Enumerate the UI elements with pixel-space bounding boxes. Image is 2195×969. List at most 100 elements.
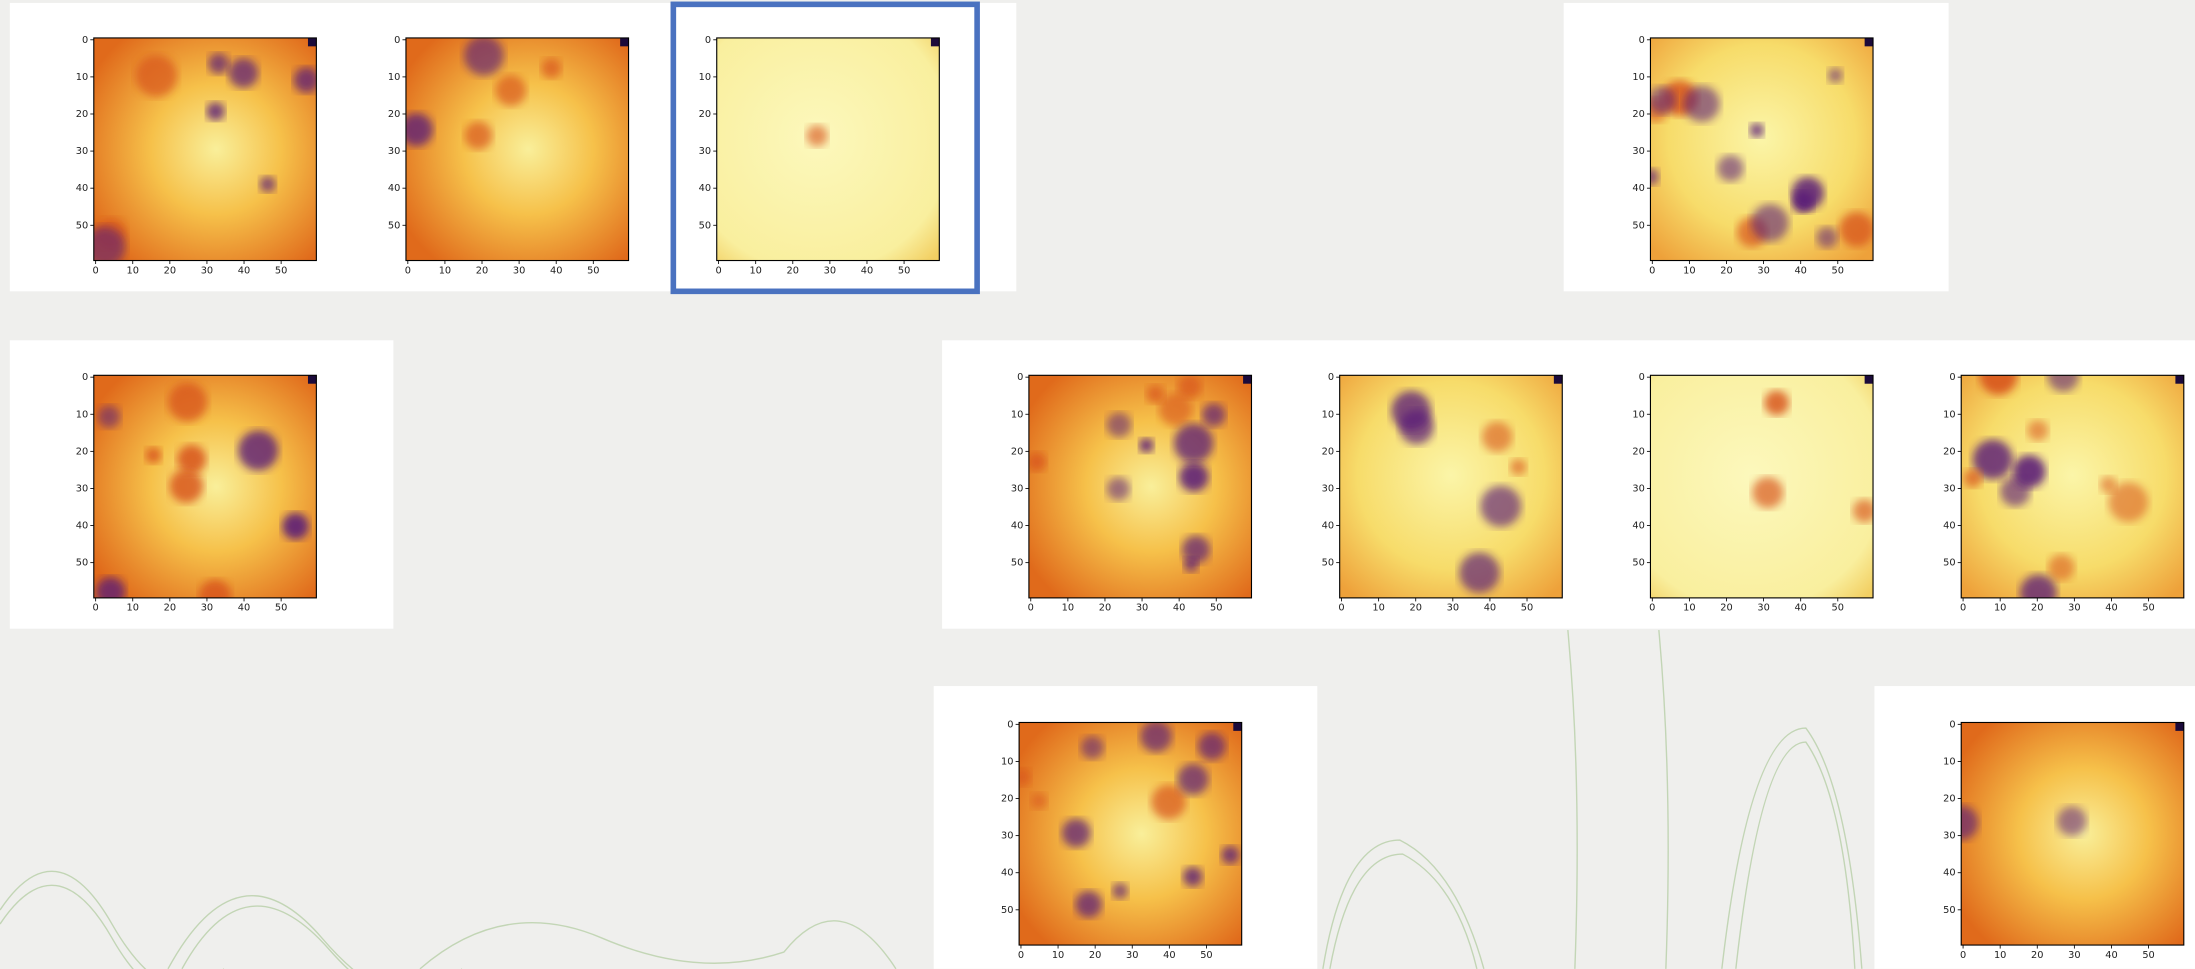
corner [1864, 37, 1874, 47]
heatmap-blob [1139, 438, 1154, 453]
y-tick-label: 10 [76, 409, 88, 420]
y-tick-label: 20 [699, 109, 711, 120]
heatmap-blob [168, 382, 208, 422]
heatmap-blob [1717, 155, 1744, 182]
x-tick-label: 0 [1960, 950, 1966, 961]
y-tick-label: 30 [1943, 831, 1955, 842]
y-tick-label: 20 [1943, 446, 1955, 457]
heatmap-blob [1140, 722, 1172, 753]
x-tick-label: 20 [164, 265, 176, 276]
heatmap-blob [1221, 846, 1240, 865]
heatmap-blob [1182, 866, 1203, 887]
heatmap-blob [1177, 763, 1209, 795]
axes-frame [93, 37, 317, 262]
heatmap-image [1961, 722, 2184, 946]
x-tick-label: 20 [476, 265, 488, 276]
heatmap-blob [1961, 805, 1979, 840]
heatmap-blob [2048, 554, 2075, 581]
heatmap-plot: 0 0 10 10 20 20 30 30 40 40 50 50 [1011, 372, 1253, 614]
x-tick-label: 20 [1089, 950, 1101, 961]
heatmap-blob [1752, 477, 1784, 509]
corner [1233, 722, 1242, 731]
y-tick-label: 50 [1011, 558, 1023, 569]
y-tick-label: 40 [388, 183, 400, 194]
heatmap-blob [2020, 574, 2057, 598]
heatmap-blob [1061, 818, 1091, 848]
heatmap-blob [463, 37, 504, 76]
y-tick-label: 30 [1632, 483, 1644, 494]
x-tick-label: 10 [1683, 603, 1695, 614]
heatmap-base [405, 37, 629, 261]
plots: 0 0 10 10 20 20 30 30 40 40 50 50 0 0 10 10 20 20 30 30 40 40… [76, 35, 2185, 961]
heatmap-plot: 0 0 10 10 20 20 30 30 40 40 50 50 [1632, 35, 1874, 276]
y-tick-label: 50 [699, 220, 711, 231]
x-tick-label: 30 [201, 265, 213, 276]
corner [620, 37, 629, 47]
x-tick-label: 40 [1484, 603, 1496, 614]
heatmap-blob [177, 444, 207, 474]
y-tick-label: 40 [76, 521, 88, 532]
y-tick-label: 40 [699, 183, 711, 194]
y-tick-label: 40 [1943, 868, 1955, 879]
heatmap-blob [1181, 535, 1211, 564]
heatmap-blob [1972, 439, 2013, 480]
x-tick-label: 30 [2068, 603, 2080, 614]
heatmap-blob [1201, 403, 1226, 427]
x-tick-label: 50 [275, 265, 287, 276]
heatmap-plot: 0 0 10 10 20 20 30 30 40 40 50 50 [1632, 372, 1874, 614]
heatmap-blob [806, 125, 828, 147]
y-tick-label: 0 [394, 35, 400, 46]
y-tick-label: 10 [1632, 409, 1644, 420]
axes-frame [1960, 721, 2185, 946]
x-tick-label: 0 [715, 265, 721, 276]
x-tick-label: 20 [2031, 950, 2043, 961]
y-tick-label: 20 [1943, 794, 1955, 805]
x-tick-label: 10 [127, 603, 139, 614]
x-tick-label: 0 [93, 265, 99, 276]
heatmap-blob [1480, 485, 1522, 527]
heatmap-blob [1852, 499, 1874, 523]
corner [307, 37, 317, 47]
heatmap-blob [1963, 469, 1983, 488]
heatmap-blob [1751, 204, 1789, 242]
heatmap-base [93, 375, 317, 598]
y-tick-label: 20 [388, 109, 400, 120]
corner [1864, 375, 1874, 384]
axes-frame [1649, 37, 1874, 262]
x-tick-label: 30 [201, 603, 213, 614]
heatmap-blob [1459, 552, 1500, 593]
y-tick-label: 50 [1001, 905, 1013, 916]
heatmap-image [1961, 375, 2184, 598]
y-tick-label: 0 [1949, 372, 1955, 383]
axes-frame [93, 374, 317, 599]
heatmap-blob [1028, 452, 1047, 472]
x-tick-label: 10 [1683, 265, 1695, 276]
heatmap-blob [1146, 384, 1165, 404]
heatmap-image [405, 37, 629, 261]
axes-frame [1960, 374, 2185, 599]
heatmap-blob [259, 176, 276, 193]
x-tick-label: 30 [2068, 950, 2080, 961]
heatmap-image [1019, 722, 1242, 946]
x-tick-label: 10 [1052, 950, 1064, 961]
x-tick-label: 20 [1720, 603, 1732, 614]
heatmap-blob [1159, 393, 1193, 427]
heatmap-blob [1391, 390, 1431, 431]
heatmap-blob [1173, 423, 1214, 463]
y-tick-label: 20 [76, 446, 88, 457]
x-tick-label: 20 [1409, 603, 1421, 614]
heatmap-image [1028, 375, 1252, 598]
heatmap-blob [1106, 477, 1131, 501]
heatmap-blob [208, 53, 230, 75]
y-tick-label: 0 [82, 372, 88, 383]
corner [2175, 722, 2184, 731]
heatmap-plot: 0 0 10 10 20 20 30 30 40 40 50 50 [1943, 719, 2185, 961]
y-tick-label: 40 [1632, 521, 1644, 532]
heatmap-image [1650, 375, 1874, 598]
selection-border[interactable] [670, 1, 980, 295]
heatmap-blob [1080, 735, 1104, 760]
x-tick-label: 30 [824, 265, 836, 276]
y-tick-label: 20 [1632, 446, 1644, 457]
x-tick-label: 0 [1649, 265, 1655, 276]
